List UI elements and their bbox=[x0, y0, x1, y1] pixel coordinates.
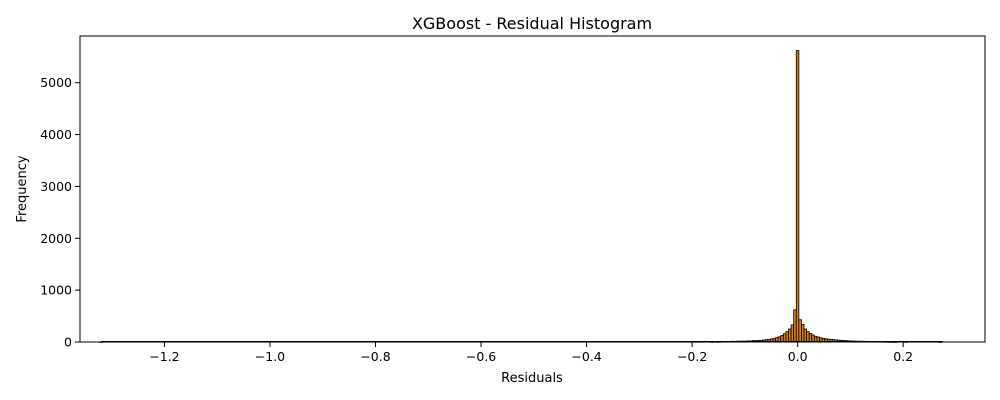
y-axis-ticks: 0 1000 2000 3000 4000 5000 bbox=[40, 75, 80, 350]
y-tick-label: 4000 bbox=[40, 127, 72, 142]
chart-title: XGBoost - Residual Histogram bbox=[412, 14, 652, 33]
x-tick-label: −1.0 bbox=[255, 349, 285, 364]
y-tick-label: 5000 bbox=[40, 75, 72, 90]
histogram-bar bbox=[795, 50, 800, 343]
x-axis-ticks: −1.2 −1.0 −0.8 −0.6 −0.4 −0.2 0.0 0.2 bbox=[149, 342, 913, 364]
x-tick-label: −0.4 bbox=[571, 349, 601, 364]
x-tick-label: −0.6 bbox=[466, 349, 496, 364]
x-tick-label: 0.0 bbox=[788, 349, 808, 364]
y-tick-label: 1000 bbox=[40, 283, 72, 298]
plot-frame bbox=[79, 35, 986, 343]
y-tick-label: 0 bbox=[64, 335, 72, 350]
histogram-bars bbox=[99, 50, 943, 343]
x-axis-label: Residuals bbox=[501, 371, 563, 386]
y-axis-label: Frequency bbox=[15, 155, 30, 222]
y-tick-label: 3000 bbox=[40, 179, 72, 194]
x-tick-label: −1.2 bbox=[149, 349, 179, 364]
x-tick-label: −0.2 bbox=[677, 349, 707, 364]
y-tick-label: 2000 bbox=[40, 231, 72, 246]
x-tick-label: 0.2 bbox=[893, 349, 913, 364]
x-tick-label: −0.8 bbox=[360, 349, 390, 364]
